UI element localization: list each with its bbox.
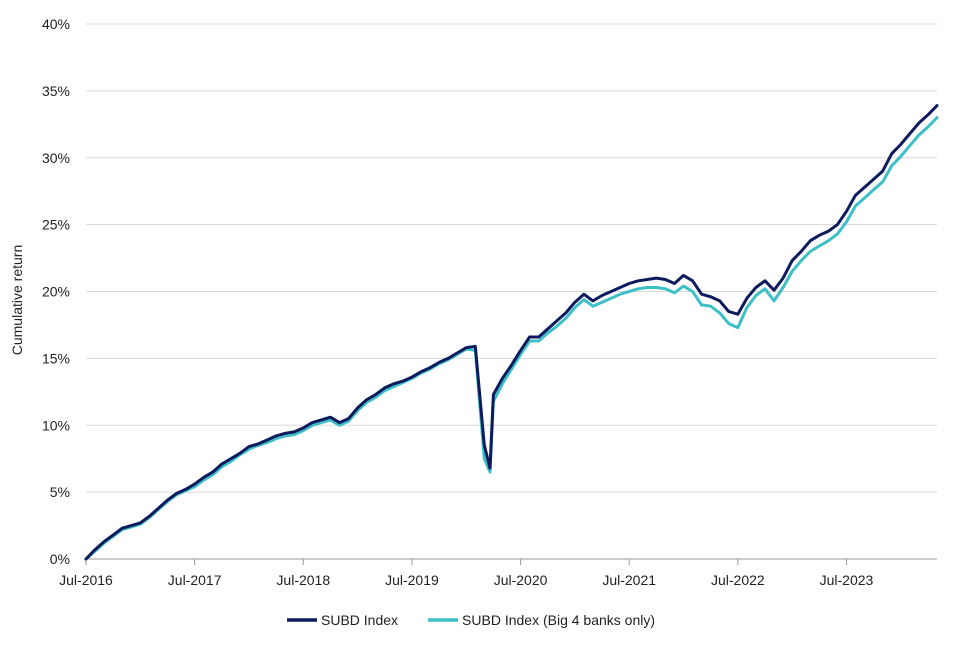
x-tick-label: Jul-2022 xyxy=(711,572,765,588)
gridlines xyxy=(86,23,937,560)
legend-label: SUBD Index (Big 4 banks only) xyxy=(462,612,655,628)
x-tick-label: Jul-2016 xyxy=(59,572,113,588)
series-lines xyxy=(84,104,939,561)
x-tick-label: Jul-2018 xyxy=(276,572,330,588)
y-tick-label: 5% xyxy=(50,484,70,500)
x-tick-label: Jul-2021 xyxy=(602,572,656,588)
x-axis-ticks: Jul-2016 Jul-2017 Jul-2018 Jul-2019 Jul-2020… xyxy=(59,559,874,588)
series-line xyxy=(84,104,939,561)
legend-label: SUBD Index xyxy=(321,612,398,628)
legend: SUBD Index SUBD Index (Big 4 banks only) xyxy=(287,612,655,628)
y-tick-label: 10% xyxy=(42,417,70,433)
y-tick-label: 15% xyxy=(42,350,70,366)
y-tick-label: 40% xyxy=(42,16,70,32)
y-tick-label: 35% xyxy=(42,83,70,99)
y-tick-label: 20% xyxy=(42,284,70,300)
x-tick-label: Jul-2020 xyxy=(494,572,548,588)
y-axis-label: Cumulative return xyxy=(9,245,25,356)
x-tick-label: Jul-2023 xyxy=(820,572,874,588)
x-tick-label: Jul-2019 xyxy=(385,572,439,588)
x-tick-label: Jul-2017 xyxy=(168,572,222,588)
series-line xyxy=(84,116,939,561)
y-axis-ticks: 0% 5% 10% 15% 20% 25% 30% 35% 40% xyxy=(42,16,70,567)
y-tick-label: 30% xyxy=(42,150,70,166)
y-tick-label: 25% xyxy=(42,217,70,233)
y-tick-label: 0% xyxy=(50,551,70,567)
